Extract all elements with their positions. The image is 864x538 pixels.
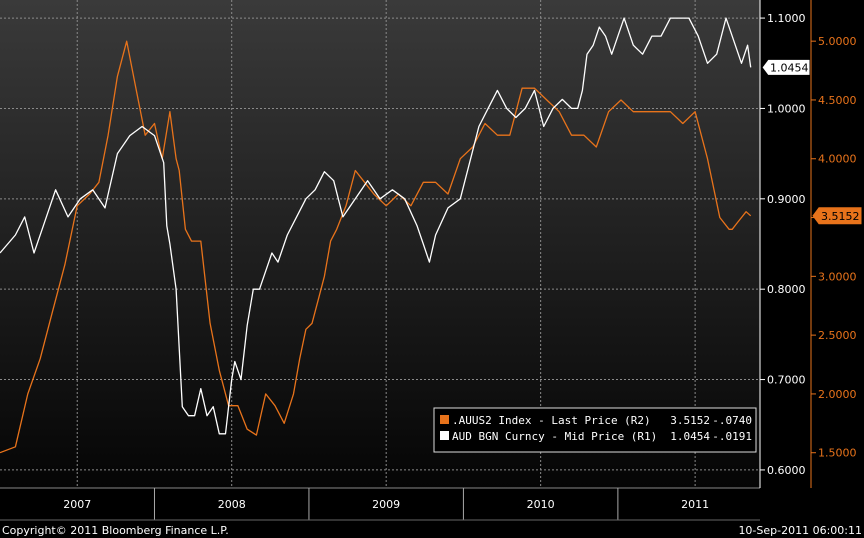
x-tick-label: 2010 xyxy=(527,498,555,511)
x-tick-label: 2008 xyxy=(218,498,246,511)
auus2-last-tag: 3.5152 xyxy=(821,210,860,223)
r1-tick-label: 1.0000 xyxy=(767,102,806,115)
legend-last-value: 1.0454 xyxy=(670,430,710,443)
x-tick-label: 2009 xyxy=(372,498,400,511)
legend: .AUUS2 Index - Last Price (R2) 3.5152 -.07… xyxy=(433,407,757,453)
r2-tick-label: 4.5000 xyxy=(818,94,857,107)
y-axis-r2: 1.50002.00002.50003.00003.50004.00004.50… xyxy=(810,0,857,488)
legend-last-value: 3.5152 xyxy=(670,414,710,427)
r2-tick-label: 4.0000 xyxy=(818,153,857,166)
r1-tick-label: 0.9000 xyxy=(767,193,806,206)
legend-change: -.0740 xyxy=(712,414,752,427)
series-line-auus2 xyxy=(0,40,752,454)
r1-tick-label: 0.6000 xyxy=(767,464,806,477)
aud-last-tag-bg xyxy=(761,58,811,76)
legend-label: .AUUS2 Index - Last Price (R2) xyxy=(452,414,651,427)
r2-tick-label: 3.0000 xyxy=(818,270,857,283)
r2-tick-label: 2.0000 xyxy=(818,388,857,401)
y-axis-r1: 0.6000 0.7000 0.8000 0.9000 1.0000 1.1000 xyxy=(759,0,806,488)
r2-tick-label: 5.0000 xyxy=(818,35,857,48)
series-line-aud xyxy=(0,17,752,435)
plot-background xyxy=(0,0,760,488)
legend-swatch xyxy=(440,415,449,424)
r2-tick-label: 1.5000 xyxy=(818,447,857,460)
x-tick-label: 2011 xyxy=(681,498,709,511)
copyright-text: Copyright© 2011 Bloomberg Finance L.P. xyxy=(2,524,229,537)
r1-tick-label: 0.8000 xyxy=(767,283,806,296)
timestamp-text: 10-Sep-2011 06:00:11 xyxy=(738,524,862,537)
r2-tick-label: 2.5000 xyxy=(818,329,857,342)
x-axis: 2007 2008 2009 2010 2011 xyxy=(0,487,760,521)
auus2-last-tag-bg xyxy=(812,207,862,225)
legend-box xyxy=(433,407,757,453)
legend-label: AUD BGN Curncy - Mid Price (R1) xyxy=(452,430,657,443)
r1-tick-label: 0.7000 xyxy=(767,374,806,387)
legend-swatch xyxy=(440,431,449,440)
series-lines xyxy=(0,17,752,454)
aud-last-tag: 1.0454 xyxy=(770,61,809,74)
r1-tick-label: 1.1000 xyxy=(767,12,806,25)
legend-change: -.0191 xyxy=(712,430,752,443)
x-tick-label: 2007 xyxy=(63,498,91,511)
last-value-tags: 3.5152 1.0454 xyxy=(761,58,862,225)
